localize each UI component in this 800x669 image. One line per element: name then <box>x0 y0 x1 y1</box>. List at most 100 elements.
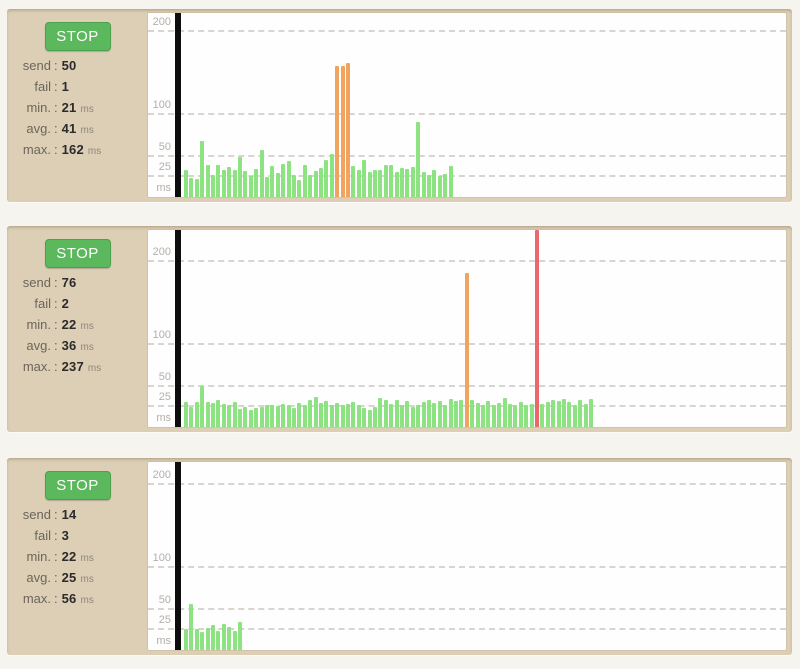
y-tick-25: 25 <box>158 391 171 404</box>
stat-label: fail <box>34 296 51 311</box>
stat-value: 22 <box>61 317 77 332</box>
latency-bar <box>254 407 259 427</box>
latency-bar <box>254 168 259 197</box>
stat-value: 50 <box>61 58 77 73</box>
stat-label: max. <box>22 142 51 157</box>
latency-bar <box>491 404 496 427</box>
latency-bar <box>394 172 399 197</box>
latency-bar <box>448 398 453 427</box>
stat-value: 3 <box>61 528 70 543</box>
ping-panel-3: STOP send:14 fail:3 min.:22 ms avg.:25 ms max.… <box>7 458 792 655</box>
latency-bar <box>562 398 566 427</box>
latency-bar <box>443 404 448 427</box>
latency-bar <box>524 405 529 427</box>
latency-bar <box>540 403 545 427</box>
latency-bar <box>227 167 232 197</box>
stat-label: min. <box>26 100 51 115</box>
stop-button[interactable]: STOP <box>44 22 111 51</box>
latency-bar <box>211 402 215 427</box>
latency-bar <box>513 405 518 427</box>
latency-bar <box>486 401 491 427</box>
y-tick-100: 100 <box>152 329 171 341</box>
gridline-50 <box>148 607 786 610</box>
panel-2-sidebar: STOP send:76 fail:2 min.:22 ms avg.:36 ms max.… <box>7 226 148 432</box>
stat-label: send <box>22 275 51 290</box>
latency-bar <box>238 621 242 650</box>
stat-label: avg. <box>26 570 51 585</box>
latency-bar <box>221 403 226 427</box>
stat-max: max.:162 ms <box>7 139 148 160</box>
latency-bar <box>216 630 221 650</box>
latency-bar <box>189 603 194 650</box>
stat-unit: ms <box>80 342 94 353</box>
latency-bar <box>189 177 194 197</box>
latency-bar <box>308 399 313 427</box>
stat-colon: : <box>54 549 58 564</box>
stat-colon: : <box>54 142 58 157</box>
stat-value: 14 <box>61 507 77 522</box>
latency-bar <box>410 407 415 427</box>
latency-bar <box>200 631 205 650</box>
latency-bar <box>275 406 280 427</box>
latency-bar <box>362 159 367 197</box>
latency-bar <box>340 405 345 427</box>
latency-bar <box>184 629 188 650</box>
latency-bar <box>227 404 232 427</box>
latency-bar <box>389 403 394 427</box>
stop-button[interactable]: STOP <box>44 471 111 500</box>
latency-bar <box>405 401 410 427</box>
latency-bar <box>194 629 199 650</box>
stat-label: send <box>22 507 51 522</box>
stat-max: max.:56 ms <box>7 588 148 609</box>
stat-avg: avg.:25 ms <box>7 567 148 588</box>
latency-bar <box>346 62 350 197</box>
stat-value: 41 <box>61 121 77 136</box>
gridline-25 <box>148 628 786 631</box>
latency-bar <box>302 164 307 197</box>
latency-bar <box>194 178 199 197</box>
latency-bar <box>362 407 367 427</box>
latency-bar <box>394 399 399 427</box>
latency-bar <box>351 402 356 427</box>
stat-colon: : <box>54 317 58 332</box>
start-marker <box>175 230 181 427</box>
stat-colon: : <box>54 359 58 374</box>
latency-bar <box>529 403 534 427</box>
latency-bar <box>459 399 464 427</box>
latency-bar <box>400 404 404 427</box>
stat-colon: : <box>54 275 58 290</box>
stat-send: send:76 <box>7 272 148 293</box>
latency-bar <box>205 402 210 427</box>
stat-colon: : <box>54 58 58 73</box>
latency-bar <box>518 402 523 427</box>
latency-bar <box>351 166 356 197</box>
panel-3-sidebar: STOP send:14 fail:3 min.:22 ms avg.:25 ms max.… <box>7 458 148 655</box>
latency-bar <box>378 397 383 427</box>
latency-bar <box>319 167 323 197</box>
y-tick-50: 50 <box>158 593 171 606</box>
latency-bar <box>421 402 426 427</box>
latency-bar <box>481 405 485 427</box>
gridline-100 <box>148 113 786 115</box>
gridline-100 <box>148 566 786 568</box>
stop-button[interactable]: STOP <box>44 239 111 268</box>
latency-chart: 200 100 50 25 ms <box>148 230 786 427</box>
latency-bar <box>286 161 291 197</box>
latency-bar <box>464 273 469 427</box>
stats-list: send:14 fail:3 min.:22 ms avg.:25 ms max.:56 ms <box>7 504 148 609</box>
stat-unit: ms <box>80 125 94 136</box>
stat-unit: ms <box>87 146 102 157</box>
latency-bar <box>259 149 264 197</box>
latency-bar <box>389 164 394 197</box>
y-tick-100: 100 <box>152 552 171 564</box>
latency-bar <box>410 167 415 197</box>
gridline-200 <box>148 260 786 262</box>
latency-bar <box>443 173 448 197</box>
latency-bar <box>373 170 377 197</box>
latency-bar <box>367 172 372 197</box>
stat-value: 22 <box>61 549 77 564</box>
stat-label: min. <box>26 549 51 564</box>
y-tick-100: 100 <box>152 99 171 111</box>
stat-label: avg. <box>26 121 51 136</box>
latency-bar <box>454 401 458 427</box>
